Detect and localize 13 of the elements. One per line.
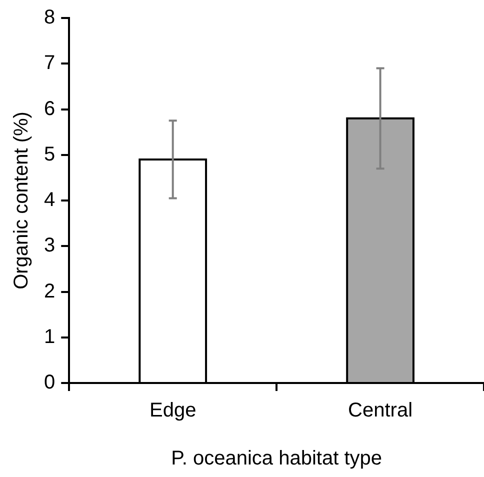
y-tick-label: 8: [44, 6, 56, 29]
x-tick-label: Edge: [149, 400, 196, 422]
x-axis-title: P. oceanica habitat type: [171, 448, 382, 470]
y-axis-title: Organic content (%): [10, 112, 33, 290]
x-tick-label: Central: [348, 400, 413, 422]
y-tick-label: 1: [44, 326, 56, 348]
y-tick-label: 4: [44, 189, 56, 212]
y-tick-label: 5: [44, 143, 56, 166]
y-tick-label: 6: [44, 98, 56, 120]
y-tick-label: 7: [44, 52, 56, 74]
y-tick-label: 3: [44, 234, 56, 257]
y-tick-label: 2: [44, 280, 56, 302]
y-tick-label: 0: [44, 372, 56, 394]
